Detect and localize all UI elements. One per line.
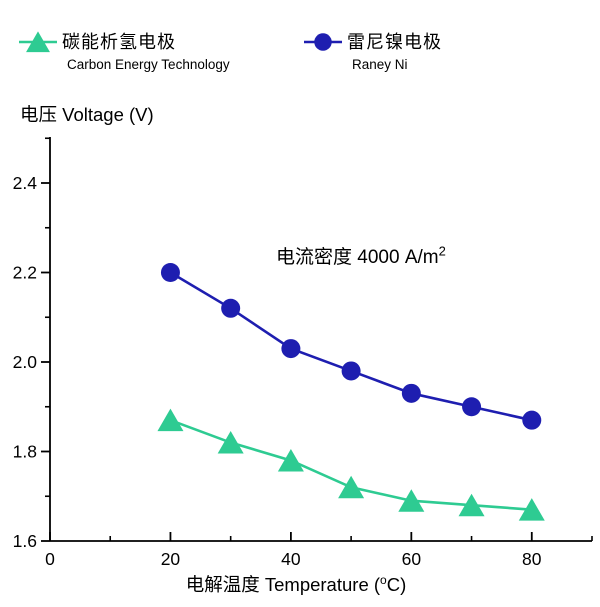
data-point-circle-icon: [281, 339, 301, 359]
y-tick-label: 2.4: [13, 173, 38, 193]
x-axis-title: 电解温度 Temperature (oC): [50, 571, 542, 597]
legend-label-en: Raney Ni: [352, 57, 408, 72]
annotation-text: 电流密度 4000 A/m: [276, 247, 439, 268]
annotation-superscript: 2: [438, 243, 446, 259]
x-tick-label: 0: [45, 549, 55, 569]
legend-marker-triangle-icon: [19, 31, 57, 53]
data-point-circle-icon: [401, 383, 421, 403]
data-point-circle-icon: [522, 410, 542, 430]
legend-item-carbon: 碳能析氢电极 Carbon Energy Technology: [18, 29, 230, 74]
degree-superscript: o: [380, 572, 387, 587]
series-line: [169, 271, 533, 422]
data-point-circle-icon: [160, 263, 180, 282]
legend-label-en: Carbon Energy Technology: [67, 57, 230, 72]
x-tick-label: 60: [402, 549, 422, 569]
data-point-triangle-icon: [458, 493, 485, 517]
data-point-circle-icon: [462, 397, 482, 417]
y-tick-label: 2.2: [13, 263, 37, 283]
data-point-triangle-icon: [398, 489, 425, 512]
data-point-triangle-icon: [26, 31, 50, 53]
y-axis-title: 电压 Voltage (V): [20, 104, 154, 125]
legend-marker-circle-icon: [304, 33, 342, 51]
legend-label-zh: 雷尼镍电极: [347, 32, 442, 52]
x-tick-label: 40: [281, 549, 301, 569]
legend-text-carbon: 碳能析氢电极 Carbon Energy Technology: [62, 29, 230, 74]
x-tick-label: 20: [161, 549, 181, 569]
x-title-suffix: C): [386, 574, 407, 595]
x-title-text: 电解温度 Temperature (: [185, 574, 381, 595]
data-point-triangle-icon: [217, 431, 244, 454]
annotation-current-density: 电流密度 4000 A/m2: [276, 242, 446, 269]
data-point-circle-icon: [341, 361, 361, 381]
legend-item-raney: 雷尼镍电极 Raney Ni: [303, 29, 442, 74]
data-point-triangle-icon: [157, 408, 184, 432]
x-tick-label: 80: [522, 549, 542, 569]
series-circle: [160, 263, 542, 430]
y-tick-label: 2.0: [13, 352, 38, 372]
data-point-triangle-icon: [338, 475, 365, 499]
data-point-circle-icon: [314, 33, 332, 51]
series-triangle: [157, 408, 545, 521]
data-point-triangle-icon: [518, 498, 545, 521]
y-tick-label: 1.6: [13, 531, 37, 551]
legend-text-raney: 雷尼镍电极 Raney Ni: [347, 29, 442, 74]
y-tick-label: 1.8: [13, 442, 37, 462]
data-point-circle-icon: [221, 298, 241, 318]
data-point-triangle-icon: [277, 448, 304, 472]
legend-label-zh: 碳能析氢电极: [62, 32, 176, 52]
